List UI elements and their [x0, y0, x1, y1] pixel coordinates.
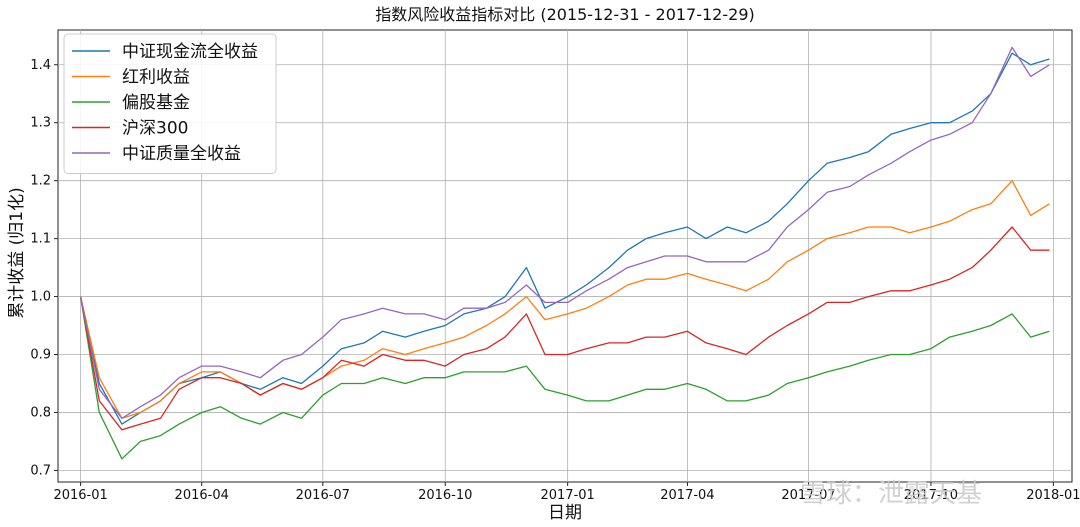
- legend-label: 中证现金流全收益: [122, 42, 258, 62]
- x-axis-label: 日期: [548, 503, 582, 523]
- axis-ticks: 0.7 0.8 0.9 1.0 1.1 1.2 1.3 1.4 2016-01 2016-04 20…: [30, 58, 1080, 503]
- x-tick-label: 2016-07: [296, 488, 350, 503]
- x-tick-label: 2016-10: [418, 488, 472, 503]
- y-tick-label: 1.0: [30, 290, 51, 305]
- legend-box: [63, 33, 277, 174]
- y-tick-label: 1.3: [30, 116, 51, 131]
- x-tick-label: 2016-04: [175, 488, 229, 503]
- series-line-5: [79, 46, 1050, 419]
- y-tick-label: 0.7: [30, 463, 51, 478]
- series-line-4: [79, 226, 1050, 431]
- x-tick-label: 2017-10: [904, 488, 958, 503]
- series-line-3: [79, 296, 1050, 460]
- x-tick-label: 2018-01: [1026, 488, 1080, 503]
- series-lines: [79, 46, 1050, 460]
- legend-label: 中证质量全收益: [122, 144, 241, 164]
- y-tick-label: 1.2: [30, 174, 51, 189]
- x-tick-label: 2017-04: [660, 488, 714, 503]
- y-tick-label: 0.8: [30, 405, 51, 420]
- legend-label: 偏股基金: [122, 93, 190, 113]
- x-tick-label: 2017-07: [781, 488, 835, 503]
- legend-label: 红利收益: [122, 68, 190, 88]
- y-tick-label: 0.9: [30, 348, 51, 363]
- chart-title: 指数风险收益指标对比 (2015-12-31 - 2017-12-29): [375, 5, 755, 24]
- legend-label: 沪深300: [122, 119, 188, 139]
- x-tick-label: 2016-01: [53, 488, 107, 503]
- y-axis-label: 累计收益 (归1化): [7, 187, 27, 318]
- watermark-text: 雪球：泄露天基: [800, 479, 982, 509]
- y-tick-label: 1.1: [30, 232, 51, 247]
- y-tick-label: 1.4: [30, 58, 51, 73]
- x-tick-label: 2017-01: [540, 488, 594, 503]
